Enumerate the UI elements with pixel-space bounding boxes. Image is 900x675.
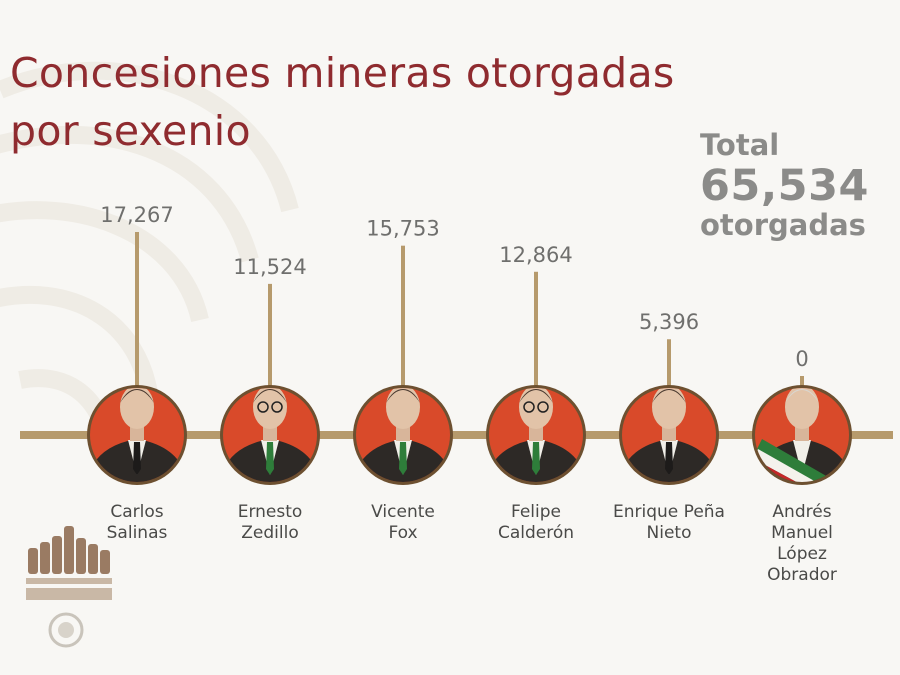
portrait-calderon-icon	[486, 385, 586, 485]
category-label-line: Andrés	[772, 502, 832, 522]
portrait-amlo-icon	[752, 385, 852, 485]
category-label-line: Felipe	[510, 502, 561, 522]
category-label-line: Vicente	[371, 502, 435, 522]
value-label: 5,396	[639, 310, 699, 334]
portrait-pena-nieto-icon	[619, 385, 719, 485]
total-sub: otorgadas	[700, 208, 866, 242]
value-stem	[268, 283, 272, 388]
value-label: 17,267	[100, 203, 173, 227]
total-value: 65,534	[700, 161, 869, 211]
category-label-line: Fox	[388, 523, 418, 543]
total-box: Total 65,534 otorgadas	[700, 126, 900, 242]
category-label: Ernesto Zedillo	[195, 502, 345, 544]
category-label-line: Obrador	[767, 565, 837, 585]
category-label-line: Manuel	[771, 523, 833, 543]
portrait-zedillo-icon	[220, 385, 320, 485]
value-stem	[401, 245, 405, 388]
total-label: Total	[700, 128, 780, 162]
title-line-2: por sexenio	[10, 107, 251, 155]
category-label: Carlos Salinas	[62, 502, 212, 544]
value-stem	[534, 271, 538, 388]
timeline-bar	[20, 431, 893, 439]
value-stem	[135, 232, 139, 388]
category-label: Andrés Manuel López Obrador	[727, 502, 877, 586]
category-label: Vicente Fox	[328, 502, 478, 544]
value-stem	[800, 376, 804, 388]
value-stem	[667, 339, 671, 388]
value-label: 12,864	[499, 243, 572, 267]
eagle-watermark-icon	[0, 61, 299, 471]
category-label: Felipe Calderón	[461, 502, 611, 544]
category-label-line: Zedillo	[241, 523, 299, 543]
category-label-line: Carlos	[110, 502, 164, 522]
portrait-fox-icon	[353, 385, 453, 485]
category-label-line: Calderón	[497, 523, 575, 543]
category-label-line: Salinas	[106, 523, 168, 543]
title-line-1: Concesiones mineras otorgadas	[10, 49, 675, 97]
category-label-line: Nieto	[646, 523, 692, 543]
value-label: 15,753	[366, 217, 439, 241]
category-label-line: López	[777, 544, 827, 564]
value-label: 11,524	[233, 255, 306, 279]
category-label-line: Enrique Peña	[613, 502, 725, 522]
portrait-salinas-icon	[87, 385, 187, 485]
category-label-line: Ernesto	[237, 502, 303, 522]
category-label: Enrique Peña Nieto	[594, 502, 744, 544]
value-label: 0	[795, 347, 808, 371]
page-title: Concesiones mineras otorgadas por sexeni…	[10, 44, 810, 160]
government-logo-icon	[26, 526, 112, 648]
